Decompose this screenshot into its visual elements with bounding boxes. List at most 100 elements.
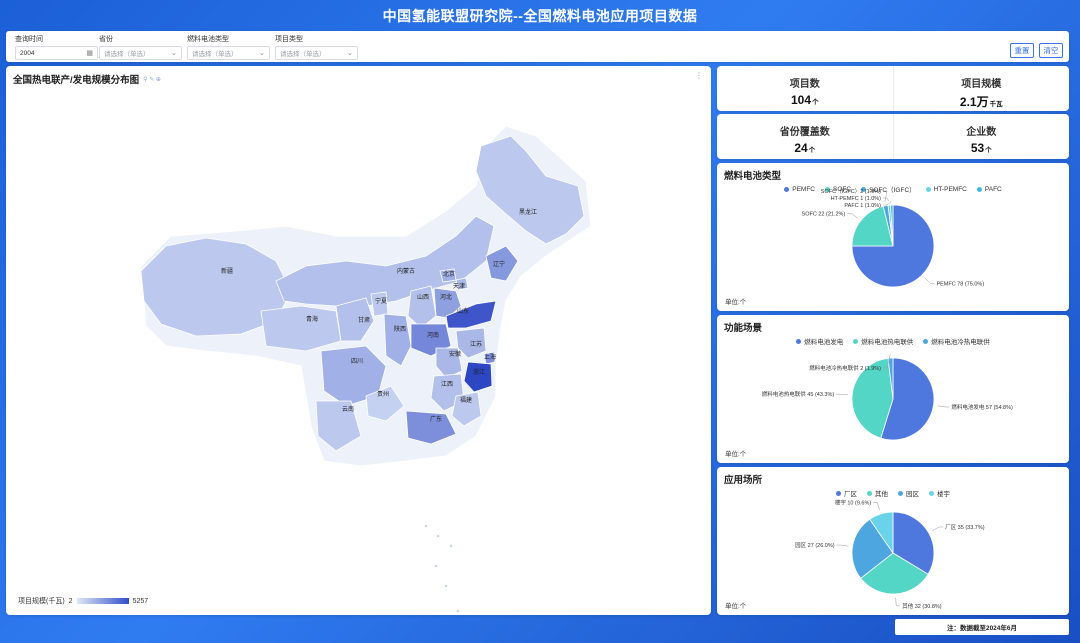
legend-item[interactable]: PAFC [976, 184, 1002, 194]
pie-slice[interactable] [890, 204, 894, 247]
province-shape[interactable] [445, 300, 497, 329]
data-note: 注：数据截至2024年6月 [895, 619, 1069, 635]
legend-color-bar[interactable] [76, 598, 129, 604]
province-河北[interactable]: 河北 [433, 287, 462, 319]
legend-item[interactable]: 燃料电池冷热电联供 [923, 336, 990, 346]
province-shape[interactable] [463, 361, 493, 393]
province-shape[interactable] [407, 285, 437, 329]
province-shape[interactable] [433, 287, 462, 319]
legend-item[interactable]: PEMFC [784, 184, 815, 194]
legend-item[interactable]: SOFC（IGFC） [861, 184, 916, 194]
province-贵州[interactable]: 贵州 [365, 385, 405, 422]
province-陕西[interactable]: 陕西 [383, 313, 412, 367]
more-icon[interactable]: ⋮ [695, 71, 703, 80]
province-新疆[interactable]: 新疆 [140, 237, 292, 337]
pie-slice[interactable] [851, 518, 894, 579]
province-shape[interactable] [315, 400, 362, 452]
legend-item[interactable]: SOFC [825, 184, 851, 194]
province-江苏[interactable]: 江苏 [455, 327, 487, 359]
kpi-province-coverage: 省份覆盖数 24个 [717, 114, 893, 159]
pie-slice[interactable] [860, 552, 929, 595]
province-北京[interactable]: 北京 [439, 268, 457, 283]
province-label: 北京 [443, 270, 455, 278]
project-type-select[interactable]: 请选择（单选） ⌄ [275, 46, 358, 60]
province-label: 黑龙江 [519, 208, 537, 216]
province-山西[interactable]: 山西 [407, 285, 437, 329]
map-tools-icon[interactable]: ⚲ ✎ ⊕ [143, 76, 161, 83]
legend-dot [929, 490, 934, 496]
legend-dot [923, 338, 929, 344]
province-辽宁[interactable]: 辽宁 [485, 245, 519, 282]
province-shape[interactable] [451, 391, 482, 427]
province-label: 安徽 [449, 350, 461, 358]
pie-slice[interactable] [851, 357, 894, 439]
clear-button[interactable]: 清空 [1039, 43, 1063, 58]
legend-item[interactable]: HT-PEMFC [925, 184, 967, 194]
province-shape[interactable] [140, 237, 292, 337]
application-site-pie[interactable]: 厂区 35 (33.7%) 其他 32 (30.8%) 园区 27 (26.0%) 楼… [717, 467, 1069, 615]
legend-text: 燃料电池发电 [804, 339, 844, 346]
province-shape[interactable] [455, 277, 469, 291]
kpi-company-count: 企业数 53个 [892, 114, 1070, 159]
province-shape[interactable] [383, 313, 412, 367]
island-dot [424, 524, 428, 528]
map-panel: 全国热电联产/发电规模分布图 ⚲ ✎ ⊕ ⋮ 黑龙江 新疆 内蒙古 辽宁 北京 天津 山西河… [6, 66, 711, 615]
pie-slice[interactable] [892, 511, 935, 575]
filter-label: 燃料电池类型 [187, 36, 229, 43]
province-广东[interactable]: 广东 [405, 410, 457, 445]
pie-label: SOFC（IGFC）2 (1.9%) [821, 188, 881, 195]
province-天津[interactable]: 天津 [453, 277, 469, 291]
function-scene-pie[interactable]: 燃料电池发电 57 (54.8%) 燃料电池热电联供 45 (43.3%) 燃料电池… [717, 315, 1069, 463]
province-青海[interactable]: 青海 [260, 305, 342, 352]
province-上海[interactable]: 上海 [483, 351, 496, 365]
filter-province: 省份 请选择（单选） ⌄ [99, 34, 182, 60]
province-山东[interactable]: 山东 [445, 300, 497, 329]
province-label: 云南 [342, 405, 354, 413]
query-time-input[interactable]: 2004 ▦ [15, 46, 98, 60]
province-云南[interactable]: 云南 [315, 400, 362, 452]
pie-slice[interactable] [851, 204, 935, 288]
pie-slice[interactable] [851, 205, 894, 247]
kpi-label: 项目规模 [961, 79, 1002, 90]
province-shape[interactable] [483, 351, 496, 365]
province-shape[interactable] [455, 327, 487, 359]
province-shape[interactable] [405, 410, 457, 445]
province-黑龙江[interactable]: 黑龙江 [475, 135, 585, 245]
province-宁夏[interactable]: 宁夏 [370, 291, 389, 317]
province-shape[interactable] [475, 135, 585, 245]
legend-text: SOFC（IGFC） [869, 187, 916, 194]
province-shape[interactable] [275, 215, 495, 307]
province-shape[interactable] [485, 245, 519, 282]
legend-item[interactable]: 燃料电池热电联供 [853, 336, 913, 346]
kpi-value: 104个 [790, 93, 819, 107]
page-title: 中国氢能联盟研究院--全国燃料电池应用项目数据 [0, 0, 1080, 32]
legend-item[interactable]: 厂区 [836, 488, 857, 498]
province-shape[interactable] [365, 385, 405, 422]
fuel-cell-type-pie[interactable]: PEMFC 78 (75.0%) SOFC 22 (21.2%) SOFC（IGFC… [717, 163, 1069, 311]
legend-item[interactable]: 园区 [898, 488, 919, 498]
province-shape[interactable] [335, 297, 375, 342]
reset-button[interactable]: 重置 [1010, 43, 1034, 58]
pie-slice[interactable] [869, 511, 894, 555]
filter-bar: 查询时间 2004 ▦ 省份 请选择（单选） ⌄ 燃料电池类型 请选择（单选） … [6, 31, 1069, 62]
legend-item[interactable]: 燃料电池发电 [796, 336, 843, 346]
province-内蒙古[interactable]: 内蒙古 [275, 215, 495, 307]
pie-slice[interactable] [887, 357, 894, 400]
province-浙江[interactable]: 浙江 [463, 361, 493, 393]
province-福建[interactable]: 福建 [451, 391, 482, 427]
province-label: 山东 [457, 307, 469, 315]
chart-legend: 厂区 其他 园区 楼宇 [717, 488, 1069, 498]
province-label: 宁夏 [375, 297, 387, 305]
filter-query-time: 查询时间 2004 ▦ [15, 34, 98, 60]
pie-label: PAFC 1 (1.0%) [844, 203, 881, 209]
province-shape[interactable] [260, 305, 342, 352]
province-select[interactable]: 请选择（单选） ⌄ [99, 46, 182, 60]
legend-item[interactable]: 其他 [867, 488, 888, 498]
chart-unit: 单位:个 [725, 451, 747, 458]
province-甘肃[interactable]: 甘肃 [335, 297, 375, 342]
pie-slice[interactable] [880, 357, 935, 441]
fuel-cell-type-select[interactable]: 请选择（单选） ⌄ [187, 46, 270, 60]
kpi-label: 企业数 [966, 127, 997, 138]
legend-item[interactable]: 楼宇 [929, 488, 950, 498]
